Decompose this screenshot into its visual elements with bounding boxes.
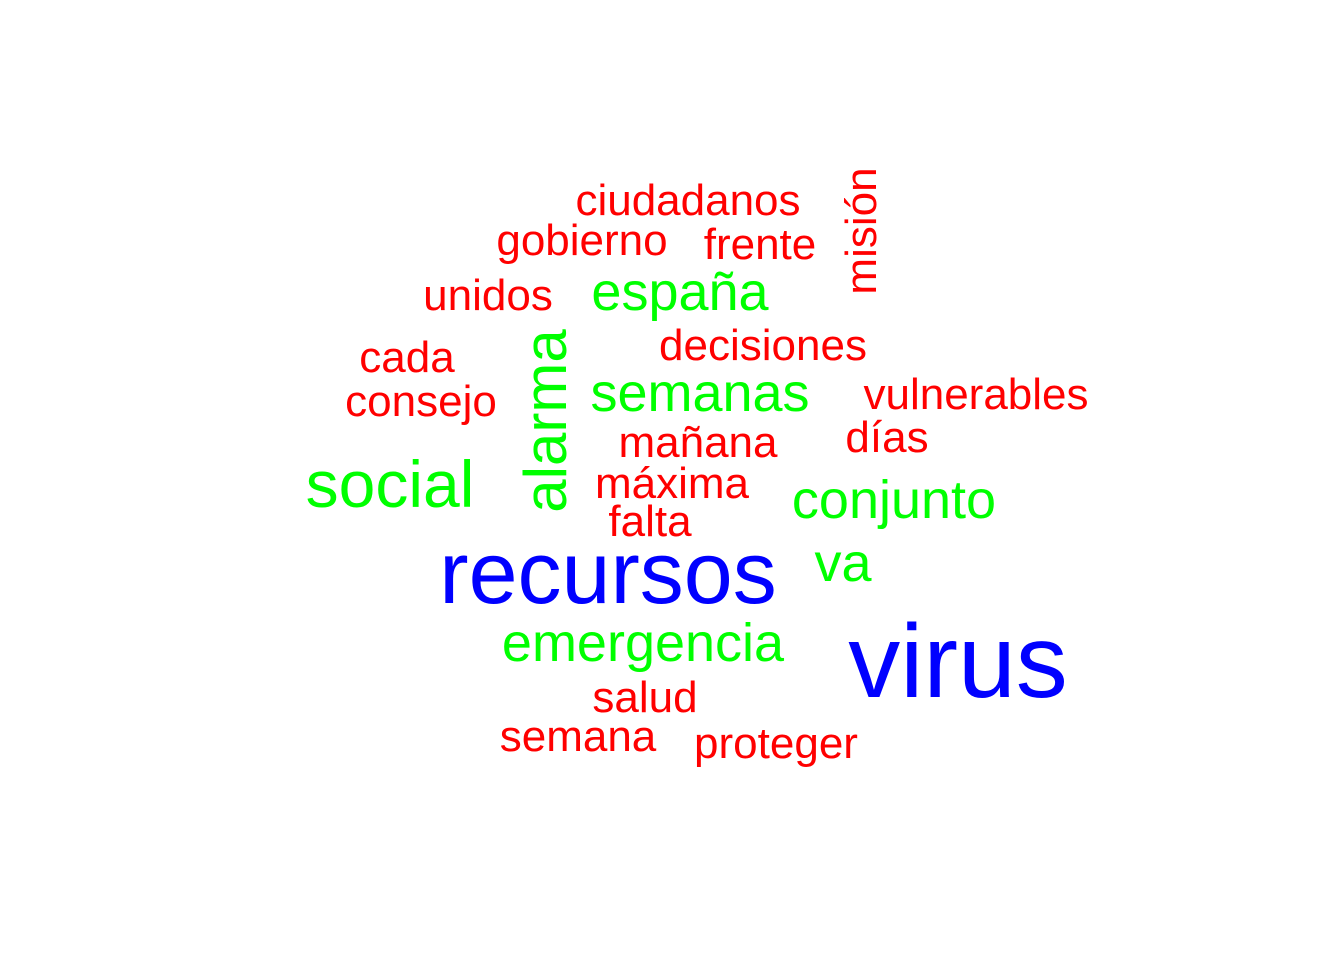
word-vulnerables: vulnerables [863,370,1089,419]
word-mision: misión [837,167,886,295]
word-va: va [814,533,872,593]
word-social: social [305,447,475,521]
word-maxima: máxima [594,459,750,508]
word-emergencia: emergencia [501,613,785,673]
word-manana: mañana [618,418,778,467]
word-consejo: consejo [345,377,497,426]
word-espana: españa [591,262,769,322]
word-falta: falta [608,497,692,546]
word-proteger: proteger [694,719,858,768]
word-decisiones: decisiones [659,321,867,370]
word-dias: días [845,413,929,462]
word-semana: semana [499,712,657,761]
word-conjunto: conjunto [791,470,997,530]
word-virus: virus [848,604,1068,720]
word-recursos: recursos [439,523,777,622]
word-salud: salud [592,673,698,722]
word-alarma: alarma [512,329,579,513]
word-ciudadanos: ciudadanos [575,176,801,225]
word-semanas: semanas [590,363,810,423]
word-cada: cada [359,333,455,382]
word-unidos: unidos [423,271,553,320]
word-gobierno: gobierno [496,216,668,265]
word-frente: frente [703,220,817,269]
